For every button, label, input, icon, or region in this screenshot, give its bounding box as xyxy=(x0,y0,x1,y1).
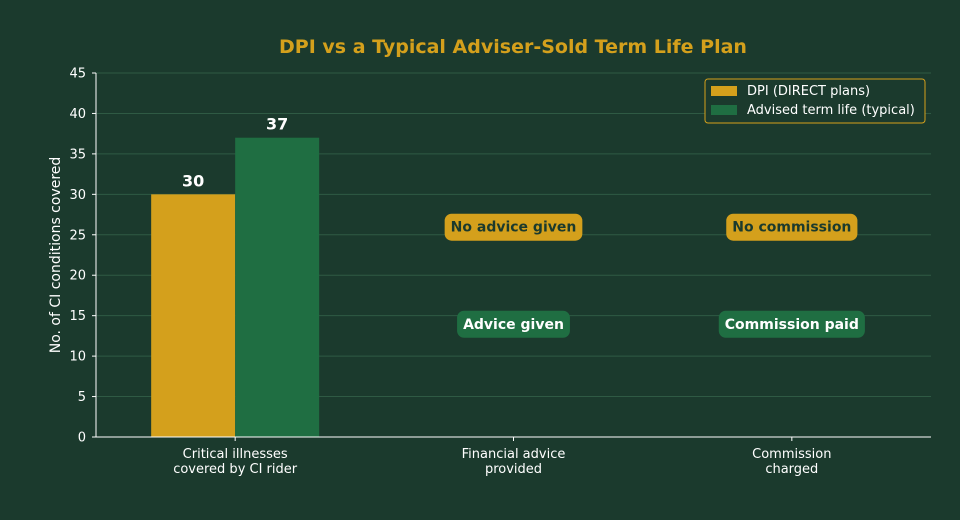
y-tick-label: 20 xyxy=(69,269,86,284)
annotation-badge: Commission paid xyxy=(718,310,865,338)
y-tick-label: 25 xyxy=(69,228,86,243)
badge-background xyxy=(457,310,570,338)
x-tick-label-line: Financial advice xyxy=(462,447,566,462)
bars: 30 37 xyxy=(151,115,320,437)
x-tick-label-line: Commission xyxy=(752,447,831,462)
badge-background xyxy=(726,213,858,241)
y-tick-label: 0 xyxy=(78,431,86,446)
x-tick-label: Commission charged xyxy=(752,447,831,477)
badge-text: Advice given xyxy=(463,317,564,333)
badge-text: No advice given xyxy=(451,220,577,236)
legend-swatch xyxy=(711,105,737,115)
x-tick-label: Critical illnesses covered by CI rider xyxy=(173,447,298,477)
y-axis-label: No. of CI conditions covered xyxy=(48,157,64,354)
badge-background xyxy=(444,213,583,241)
annotation-badge: No commission xyxy=(726,213,858,241)
x-tick-label: Financial advice provided xyxy=(462,447,566,477)
x-tick-label-line: covered by CI rider xyxy=(173,462,298,477)
y-tick-label: 30 xyxy=(69,188,86,203)
x-tick-label-line: Critical illnesses xyxy=(183,447,288,462)
x-tick-label-line: charged xyxy=(765,462,818,477)
badge-text: No commission xyxy=(732,220,851,236)
y-tick-label: 45 xyxy=(69,67,86,82)
badge-background xyxy=(718,310,865,338)
bar-dpi xyxy=(151,194,236,437)
legend: DPI (DIRECT plans) Advised term life (typ… xyxy=(704,78,926,124)
bar-advised xyxy=(235,137,320,437)
chart-title: DPI vs a Typical Adviser-Sold Term Life … xyxy=(279,36,747,58)
legend-swatch xyxy=(711,86,737,96)
annotation-badge: Advice given xyxy=(457,310,570,338)
y-tick-label: 10 xyxy=(69,350,86,365)
data-label: 30 xyxy=(182,171,204,190)
badge-text: Commission paid xyxy=(725,317,859,333)
y-tick-label: 15 xyxy=(69,309,86,324)
annotation-badge: No advice given xyxy=(444,213,583,241)
legend-label: DPI (DIRECT plans) xyxy=(747,84,870,99)
x-tick-label-line: provided xyxy=(485,462,542,477)
axes: 0 5 10 15 20 25 30 35 40 45 Critical illnesses cove… xyxy=(69,67,931,477)
y-tick-label: 5 xyxy=(78,390,86,405)
annotations: No advice given Advice given No commission… xyxy=(444,213,865,338)
legend-label: Advised term life (typical) xyxy=(747,103,915,118)
y-tick-label: 40 xyxy=(69,107,86,122)
legend-box xyxy=(704,78,926,124)
y-tick-label: 35 xyxy=(69,147,86,162)
data-label: 37 xyxy=(266,115,288,134)
